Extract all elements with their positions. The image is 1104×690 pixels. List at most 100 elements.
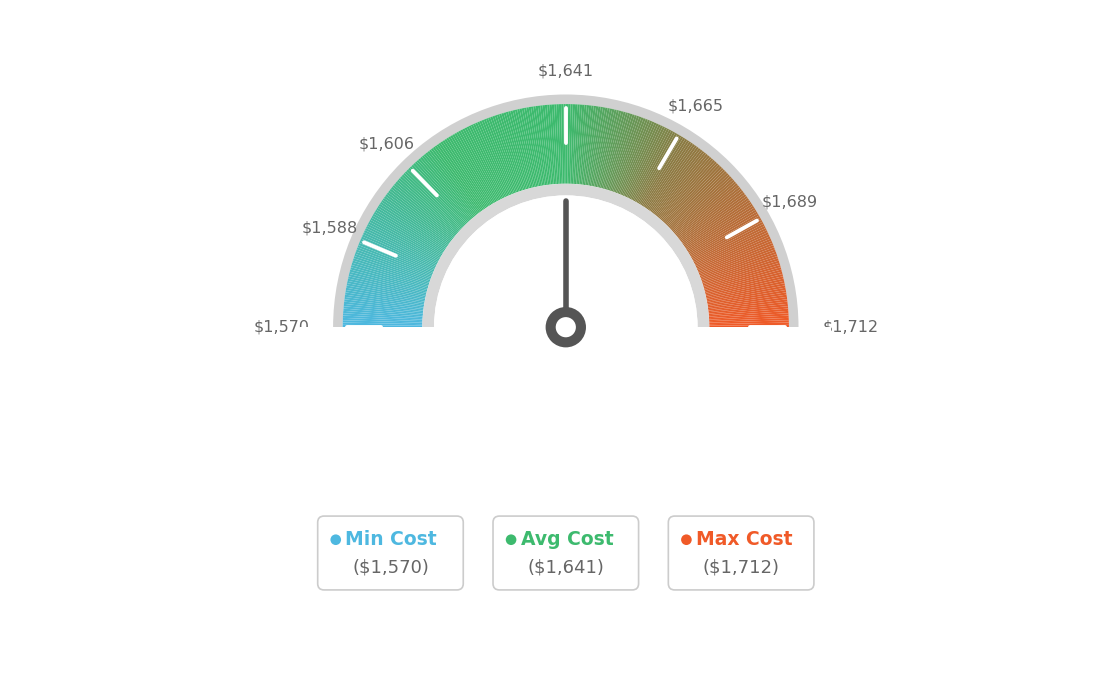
Wedge shape (655, 152, 707, 216)
Wedge shape (678, 188, 742, 239)
Wedge shape (514, 110, 534, 188)
Wedge shape (342, 322, 423, 326)
Wedge shape (333, 95, 798, 327)
Wedge shape (374, 212, 443, 254)
Wedge shape (694, 228, 766, 265)
Wedge shape (627, 126, 662, 198)
Wedge shape (443, 140, 488, 208)
Wedge shape (624, 124, 659, 197)
Wedge shape (596, 109, 615, 187)
Wedge shape (469, 126, 505, 198)
Wedge shape (497, 115, 523, 190)
Wedge shape (709, 311, 788, 318)
Text: Avg Cost: Avg Cost (521, 530, 613, 549)
Wedge shape (617, 119, 648, 194)
Wedge shape (686, 204, 753, 249)
Wedge shape (406, 170, 465, 227)
Wedge shape (693, 226, 766, 264)
Text: $1,689: $1,689 (762, 195, 818, 210)
Wedge shape (576, 105, 584, 184)
Wedge shape (353, 256, 429, 283)
Text: $1,712: $1,712 (822, 319, 879, 335)
Wedge shape (501, 113, 526, 190)
Wedge shape (346, 293, 424, 306)
Wedge shape (639, 135, 681, 204)
Wedge shape (581, 106, 592, 185)
Wedge shape (499, 114, 524, 190)
Wedge shape (391, 187, 455, 238)
Wedge shape (559, 104, 563, 184)
Wedge shape (708, 295, 787, 308)
Wedge shape (705, 274, 783, 295)
Wedge shape (381, 200, 448, 246)
Wedge shape (535, 106, 548, 185)
Wedge shape (620, 121, 652, 195)
Wedge shape (652, 150, 702, 214)
Wedge shape (422, 155, 475, 217)
Wedge shape (425, 152, 477, 216)
Wedge shape (575, 104, 582, 184)
Wedge shape (701, 252, 776, 280)
Wedge shape (697, 237, 771, 270)
Wedge shape (672, 178, 733, 233)
Wedge shape (349, 272, 427, 293)
Wedge shape (709, 318, 789, 323)
Wedge shape (484, 119, 514, 194)
Wedge shape (586, 106, 601, 186)
Wedge shape (342, 320, 423, 324)
Wedge shape (347, 286, 425, 302)
Wedge shape (676, 183, 737, 236)
Wedge shape (681, 194, 746, 243)
Wedge shape (475, 122, 509, 196)
Wedge shape (704, 272, 783, 293)
Wedge shape (477, 121, 510, 195)
Wedge shape (597, 110, 617, 188)
Wedge shape (412, 164, 468, 224)
Wedge shape (647, 143, 693, 209)
Wedge shape (577, 105, 587, 184)
Wedge shape (648, 144, 696, 210)
Wedge shape (542, 105, 552, 184)
Wedge shape (410, 166, 467, 225)
Wedge shape (486, 118, 516, 193)
Wedge shape (380, 201, 447, 248)
Wedge shape (413, 163, 469, 223)
Wedge shape (671, 176, 732, 231)
Wedge shape (350, 267, 427, 290)
Wedge shape (679, 190, 743, 241)
Wedge shape (538, 106, 550, 185)
Wedge shape (548, 105, 555, 184)
Wedge shape (657, 155, 710, 217)
Circle shape (506, 534, 517, 545)
Wedge shape (709, 315, 788, 321)
Wedge shape (386, 193, 452, 242)
Wedge shape (361, 237, 435, 270)
Text: Max Cost: Max Cost (696, 530, 793, 549)
Wedge shape (682, 198, 749, 246)
Wedge shape (444, 139, 489, 207)
Text: ($1,570): ($1,570) (352, 559, 429, 577)
Wedge shape (703, 263, 781, 287)
Wedge shape (416, 160, 471, 221)
Wedge shape (346, 288, 425, 304)
Wedge shape (709, 322, 789, 326)
Wedge shape (690, 215, 761, 257)
Wedge shape (573, 104, 580, 184)
Wedge shape (527, 107, 542, 186)
Wedge shape (709, 325, 789, 327)
Wedge shape (454, 132, 496, 203)
Wedge shape (368, 221, 439, 261)
Wedge shape (349, 274, 426, 295)
Wedge shape (343, 304, 423, 314)
Wedge shape (357, 247, 432, 277)
Wedge shape (458, 130, 498, 201)
Wedge shape (659, 158, 713, 219)
FancyBboxPatch shape (318, 516, 464, 590)
Wedge shape (385, 194, 450, 243)
Wedge shape (649, 146, 697, 211)
Wedge shape (533, 106, 546, 186)
Wedge shape (696, 233, 768, 268)
Wedge shape (390, 188, 454, 239)
Wedge shape (408, 168, 466, 226)
Wedge shape (707, 283, 785, 300)
